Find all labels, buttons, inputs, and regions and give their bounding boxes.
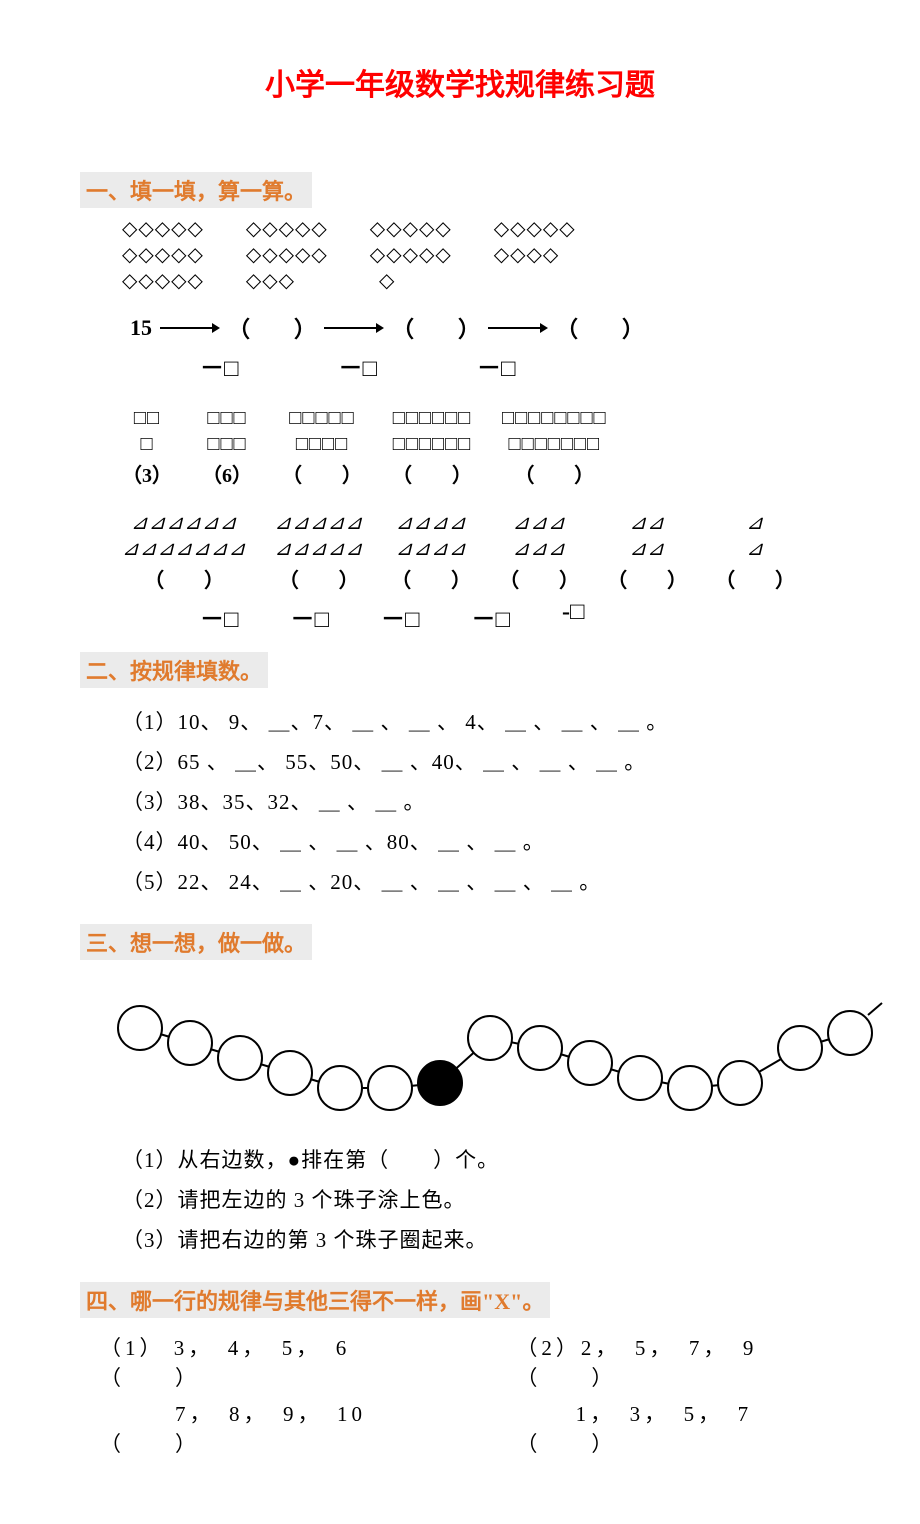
section-4-heading: 四、哪一行的规律与其他三得不一样，画"X"。	[80, 1282, 550, 1318]
p4-left: （1） 3， 4， 5， 6 （ ） 7， 8， 9， 10 （ ）	[100, 1326, 446, 1464]
p3-q1: （1）从右边数，●排在第（ ）个。	[122, 1144, 840, 1174]
p4-right: （2）2， 5， 7， 9 （ ） 1， 3， 5， 7 （ ）	[516, 1326, 840, 1464]
tri-line: ⊿	[715, 536, 795, 562]
seq-3: （3）38、35、32、 ＿ 、 ＿ 。	[122, 786, 840, 816]
minus-box: －□	[477, 348, 516, 383]
arrow-start-value: 15	[130, 315, 152, 341]
seq-2: （2）65 、 ＿、 55、50、 ＿ 、40、 ＿ 、 ＿ 、 ＿ 。	[122, 746, 840, 776]
arrow-icon	[324, 321, 384, 335]
seq-5: （5）22、 24、 ＿ 、20、 ＿ 、 ＿ 、 ＿ 、 ＿ 。	[122, 866, 840, 896]
sq-line: □□□□□	[282, 405, 362, 431]
square-group-2: □□□□□ □□□□ （ ）	[282, 405, 362, 488]
minus-box: －□	[200, 348, 239, 383]
tri-line: ⊿⊿⊿⊿⊿⊿⊿	[122, 536, 246, 562]
minus-box-row-2: －□ －□ －□ －□ -□	[200, 599, 840, 634]
sq-label: （ ）	[502, 459, 607, 488]
p3-q3: （3）请把右边的第 3 个珠子圈起来。	[122, 1224, 840, 1254]
seq-1: （1）10、 9、 ＿、7、 ＿ 、 ＿ 、 4、 ＿ 、 ＿ 、 ＿ 。	[122, 706, 840, 736]
tri-label: （ ）	[499, 564, 579, 593]
page-title: 小学一年级数学找规律练习题	[80, 60, 840, 104]
tri-group-2: ⊿⊿⊿⊿ ⊿⊿⊿⊿ （ ）	[391, 510, 471, 593]
section-3-heading: 三、想一想，做一做。	[80, 924, 312, 960]
sq-label: （6）	[202, 459, 252, 488]
minus-box: －□	[381, 599, 420, 634]
arrow-icon	[488, 321, 548, 335]
minus-box: -□	[562, 599, 585, 634]
arrow-sequence: 15 （ ） （ ） （ ）	[130, 312, 840, 344]
tri-label: （ ）	[607, 564, 687, 593]
tri-label: （ ）	[715, 564, 795, 593]
tri-line: ⊿⊿⊿⊿⊿	[274, 510, 363, 536]
square-group-0: □□ □ （3）	[122, 405, 172, 488]
squares-groups: □□ □ （3） □□□ □□□ （6） □□□□□ □□□□ （ ） □□□□…	[122, 405, 840, 488]
minus-box: －□	[339, 348, 378, 383]
p4-left-1: （1） 3， 4， 5， 6 （ ）	[100, 1332, 446, 1392]
sq-line: □□□□	[282, 431, 362, 457]
problem-4: （1） 3， 4， 5， 6 （ ） 7， 8， 9， 10 （ ） （2）2，…	[100, 1326, 840, 1464]
tri-line: ⊿⊿⊿	[499, 510, 579, 536]
sq-line: □□□□□□	[392, 405, 472, 431]
tri-line: ⊿⊿⊿⊿⊿⊿	[122, 510, 246, 536]
sq-label: （3）	[122, 459, 172, 488]
minus-box: －□	[291, 599, 330, 634]
square-group-1: □□□ □□□ （6）	[202, 405, 252, 488]
p4-right-1: （2）2， 5， 7， 9 （ ）	[516, 1332, 840, 1392]
beads-diagram	[110, 988, 840, 1134]
sq-line: □□□□□□	[392, 431, 472, 457]
tri-group-5: ⊿ ⊿ （ ）	[715, 510, 795, 593]
p3-q2: （2）请把左边的 3 个珠子涂上色。	[122, 1184, 840, 1214]
tri-label: （ ）	[122, 564, 246, 593]
tri-group-1: ⊿⊿⊿⊿⊿ ⊿⊿⊿⊿⊿ （ ）	[274, 510, 363, 593]
sq-line: □□□	[202, 405, 252, 431]
tri-line: ⊿⊿⊿⊿⊿	[274, 536, 363, 562]
square-group-3: □□□□□□ □□□□□□ （ ）	[392, 405, 472, 488]
p4-right-2: 1， 3， 5， 7 （ ）	[516, 1398, 840, 1458]
tri-group-0: ⊿⊿⊿⊿⊿⊿ ⊿⊿⊿⊿⊿⊿⊿ （ ）	[122, 510, 246, 593]
sq-line: □□□□□□□	[502, 431, 607, 457]
sq-line: □□□	[202, 431, 252, 457]
tri-line: ⊿⊿	[607, 536, 687, 562]
diamond-row-3: ◇◇◇◇◇ ◇◇◇ ◇	[122, 268, 840, 294]
sq-label: （ ）	[282, 459, 362, 488]
tri-line: ⊿⊿⊿⊿	[391, 510, 471, 536]
tri-line: ⊿⊿⊿⊿	[391, 536, 471, 562]
arrow-slot-3: （ ）	[556, 312, 644, 344]
sq-label: （ ）	[392, 459, 472, 488]
tri-line: ⊿⊿⊿	[499, 536, 579, 562]
tri-label: （ ）	[391, 564, 471, 593]
square-group-4: □□□□□□□□ □□□□□□□ （ ）	[502, 405, 607, 488]
minus-box: －□	[200, 599, 239, 634]
tri-label: （ ）	[274, 564, 363, 593]
sq-line: □□	[122, 405, 172, 431]
triangles-groups: ⊿⊿⊿⊿⊿⊿ ⊿⊿⊿⊿⊿⊿⊿ （ ） ⊿⊿⊿⊿⊿ ⊿⊿⊿⊿⊿ （ ） ⊿⊿⊿⊿ …	[122, 510, 840, 593]
beads-svg	[110, 988, 890, 1128]
problem-1-diamonds: ◇◇◇◇◇ ◇◇◇◇◇ ◇◇◇◇◇ ◇◇◇◇◇ ◇◇◇◇◇ ◇◇◇◇◇ ◇◇◇◇…	[122, 216, 840, 294]
p4-left-2: 7， 8， 9， 10 （ ）	[100, 1398, 446, 1458]
seq-4: （4）40、 50、 ＿ 、 ＿ 、80、 ＿ 、 ＿ 。	[122, 826, 840, 856]
section-1-heading: 一、填一填，算一算。	[80, 172, 312, 208]
diamond-row-1: ◇◇◇◇◇ ◇◇◇◇◇ ◇◇◇◇◇ ◇◇◇◇◇	[122, 216, 840, 242]
arrow-slot-1: （ ）	[228, 312, 316, 344]
diamond-row-2: ◇◇◇◇◇ ◇◇◇◇◇ ◇◇◇◇◇ ◇◇◇◇	[122, 242, 840, 268]
minus-box-row-1: －□ －□ －□	[200, 348, 840, 383]
sq-line: □□□□□□□□	[502, 405, 607, 431]
tri-group-3: ⊿⊿⊿ ⊿⊿⊿ （ ）	[499, 510, 579, 593]
tri-group-4: ⊿⊿ ⊿⊿ （ ）	[607, 510, 687, 593]
tri-line: ⊿	[715, 510, 795, 536]
section-2-heading: 二、按规律填数。	[80, 652, 268, 688]
arrow-icon	[160, 321, 220, 335]
sq-line: □	[122, 431, 172, 457]
tri-line: ⊿⊿	[607, 510, 687, 536]
minus-box: －□	[472, 599, 511, 634]
arrow-slot-2: （ ）	[392, 312, 480, 344]
